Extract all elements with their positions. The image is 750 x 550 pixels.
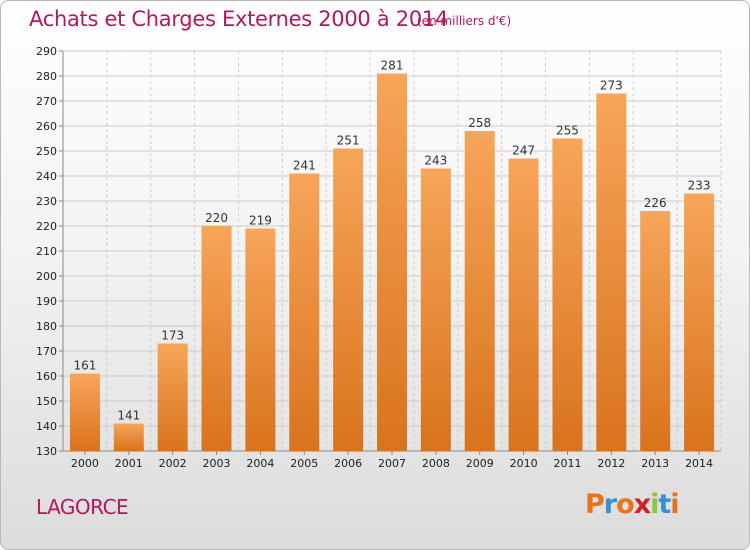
data-label: 219 — [249, 214, 272, 228]
y-tick-label: 130 — [36, 445, 57, 458]
bar-2012 — [596, 93, 627, 451]
bar-2011 — [552, 138, 583, 451]
bar-2008 — [420, 168, 451, 451]
data-label: 281 — [381, 59, 404, 73]
x-tick-label: 2002 — [159, 457, 187, 470]
bar-2009 — [464, 131, 495, 451]
data-label: 273 — [600, 79, 623, 93]
bar-2014 — [684, 193, 715, 451]
bar-2003 — [201, 226, 232, 451]
logo-letter: o — [616, 489, 635, 520]
y-tick-label: 170 — [36, 345, 57, 358]
x-tick-label: 2007 — [378, 457, 406, 470]
y-tick-label: 140 — [36, 420, 57, 433]
data-label: 226 — [644, 196, 667, 210]
data-label: 141 — [117, 409, 140, 423]
bar-2002 — [157, 343, 188, 451]
data-label: 220 — [205, 211, 228, 225]
y-tick-label: 200 — [36, 270, 57, 283]
x-tick-label: 2013 — [641, 457, 669, 470]
logo-letter: i — [650, 489, 659, 520]
x-tick-label: 2000 — [71, 457, 99, 470]
data-label: 173 — [161, 329, 184, 343]
bar-2000 — [69, 373, 100, 451]
y-tick-label: 230 — [36, 195, 57, 208]
x-tick-label: 2006 — [334, 457, 362, 470]
logo-letter: x — [633, 489, 651, 520]
bar-2010 — [508, 158, 539, 451]
y-tick-label: 180 — [36, 320, 57, 333]
bar-2007 — [377, 73, 407, 451]
data-label: 258 — [468, 116, 491, 130]
axes: 130 140 150 160 170 180 190 200 210 220 230 240 250 2… — [36, 45, 721, 470]
y-tick-label: 160 — [36, 370, 57, 383]
bar-2006 — [333, 148, 364, 451]
data-label: 233 — [688, 179, 711, 193]
data-label: 247 — [512, 144, 535, 158]
x-tick-label: 2010 — [510, 457, 538, 470]
proxiti-logo[interactable]: Proxiti — [585, 489, 680, 520]
bar-2013 — [640, 211, 671, 451]
bar-2004 — [245, 228, 276, 451]
logo-letter: P — [585, 489, 605, 520]
bar-2005 — [289, 173, 320, 451]
data-label: 161 — [73, 359, 96, 373]
y-tick-label: 290 — [36, 45, 57, 58]
y-tick-label: 220 — [36, 220, 57, 233]
x-tick-label: 2012 — [597, 457, 625, 470]
logo-letter: i — [670, 489, 679, 520]
data-label: 255 — [556, 124, 579, 138]
data-label: 251 — [337, 134, 360, 148]
bars — [69, 73, 715, 451]
x-tick-label: 2004 — [246, 457, 274, 470]
data-label: 243 — [424, 154, 447, 168]
y-tick-label: 280 — [36, 70, 57, 83]
x-tick-label: 2009 — [466, 457, 494, 470]
chart-title: Achats et Charges Externes 2000 à 2014 — [29, 7, 449, 31]
y-tick-label: 250 — [36, 145, 57, 158]
y-tick-label: 210 — [36, 245, 57, 258]
y-tick-label: 150 — [36, 395, 57, 408]
x-tick-label: 2008 — [422, 457, 450, 470]
x-tick-label: 2005 — [290, 457, 318, 470]
y-tick-label: 260 — [36, 120, 57, 133]
y-tick-label: 190 — [36, 295, 57, 308]
x-tick-label: 2001 — [115, 457, 143, 470]
x-tick-label: 2003 — [203, 457, 231, 470]
y-tick-label: 240 — [36, 170, 57, 183]
x-tick-label: 2014 — [685, 457, 713, 470]
y-tick-label: 270 — [36, 95, 57, 108]
logo-letter: r — [603, 489, 617, 520]
data-label: 241 — [293, 159, 316, 173]
bar-2001 — [113, 423, 144, 451]
chart-subtitle: (en milliers d'€) — [417, 14, 512, 28]
labels: 161 141 173 220 219 241 251 281 243 258 247 255 273 2… — [73, 59, 710, 423]
place-name: LAGORCE — [36, 495, 129, 519]
x-tick-label: 2011 — [553, 457, 581, 470]
logo-letter: t — [658, 489, 671, 520]
